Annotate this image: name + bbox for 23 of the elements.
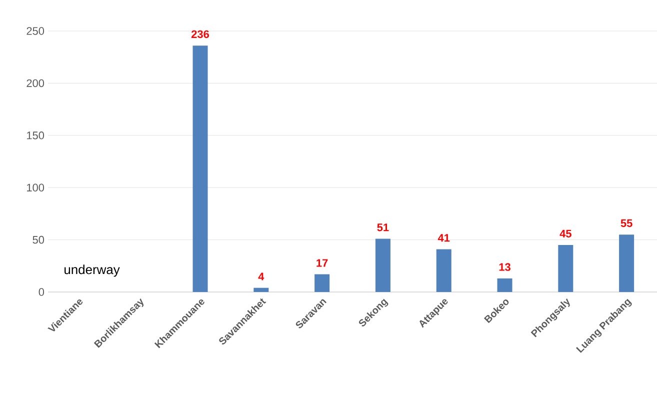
data-label: 51 bbox=[377, 224, 389, 232]
bar bbox=[558, 245, 574, 292]
data-label: 17 bbox=[316, 259, 328, 267]
annotation: underway bbox=[64, 264, 120, 277]
data-label: 4 bbox=[258, 272, 264, 280]
y-tick-label: 100 bbox=[27, 184, 44, 192]
bar bbox=[619, 234, 634, 292]
y-tick-label: 250 bbox=[26, 27, 44, 35]
data-label: 55 bbox=[620, 219, 632, 228]
bar bbox=[497, 278, 512, 292]
bar bbox=[436, 249, 452, 292]
data-label: 41 bbox=[438, 234, 450, 242]
bar bbox=[192, 46, 208, 292]
data-label: 236 bbox=[191, 30, 209, 38]
y-tick-label: 200 bbox=[26, 79, 44, 88]
bar bbox=[314, 274, 330, 292]
y-tick-label: 50 bbox=[32, 236, 44, 244]
data-label: 13 bbox=[499, 263, 510, 271]
bar bbox=[254, 288, 269, 292]
bar bbox=[375, 238, 390, 292]
y-tick-label: 0 bbox=[38, 288, 44, 296]
y-tick-label: 150 bbox=[27, 132, 44, 140]
data-label: 45 bbox=[560, 230, 572, 238]
